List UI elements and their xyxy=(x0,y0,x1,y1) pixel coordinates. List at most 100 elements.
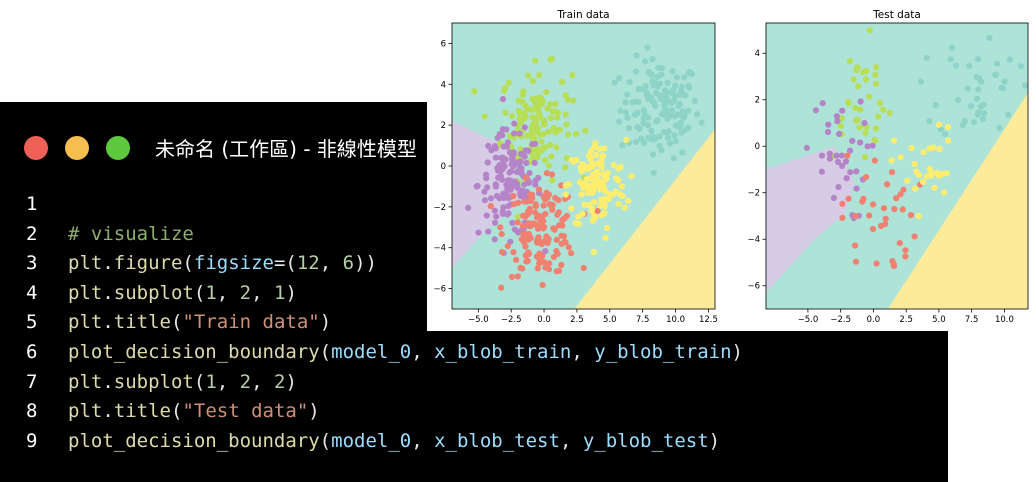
data-point xyxy=(568,250,575,257)
data-point xyxy=(504,139,511,146)
code-token: figsize xyxy=(193,252,274,275)
maximize-window-button[interactable] xyxy=(106,136,130,160)
data-point xyxy=(880,205,887,212)
data-point xyxy=(819,100,826,107)
data-point xyxy=(986,34,993,42)
data-point xyxy=(541,157,549,164)
data-point xyxy=(532,203,539,210)
data-point xyxy=(584,187,592,194)
data-point xyxy=(652,80,659,87)
data-point xyxy=(497,224,504,231)
code-token: , xyxy=(571,340,595,363)
data-point xyxy=(852,117,860,124)
data-point xyxy=(974,56,982,63)
code-line[interactable]: 7 plt.subplot(1, 2, 2) xyxy=(0,368,948,398)
data-point xyxy=(629,99,636,106)
data-point xyxy=(866,212,873,219)
code-token: , xyxy=(216,370,240,393)
data-point xyxy=(602,234,609,241)
data-point xyxy=(534,94,541,101)
decision-boundary-plots: Train data −5.0 −2.5 0.0 2.5 5.0 7.5 10.0 12.5 −6… xyxy=(433,9,1029,325)
code-line[interactable]: 8 plt.title("Test data") xyxy=(0,397,948,427)
data-point xyxy=(585,165,592,172)
data-point xyxy=(944,137,952,144)
code-text: plt.title("Train data") xyxy=(68,308,331,338)
close-window-button[interactable] xyxy=(24,136,48,160)
data-point xyxy=(830,194,837,202)
data-point xyxy=(622,109,629,116)
minimize-window-button[interactable] xyxy=(65,136,89,160)
data-point xyxy=(542,248,549,255)
data-point xyxy=(889,258,896,265)
code-token: 1 xyxy=(205,370,217,393)
code-text: plt.title("Test data") xyxy=(68,397,320,427)
data-point xyxy=(547,201,554,208)
code-token: 12 xyxy=(296,252,320,275)
code-token: 6 xyxy=(342,252,355,275)
data-point xyxy=(570,158,577,165)
code-line[interactable]: 3 plt.figure(figsize=(12, 6)) xyxy=(0,249,948,279)
data-point xyxy=(633,52,640,59)
data-point xyxy=(569,72,576,79)
y-tick-label: 0 xyxy=(755,142,760,152)
line-number: 1 xyxy=(26,193,38,215)
data-point xyxy=(554,114,561,121)
data-point xyxy=(536,250,543,257)
data-point xyxy=(531,135,538,142)
code-line[interactable]: 1 xyxy=(0,190,948,220)
data-point xyxy=(605,196,612,203)
code-token: "Train data" xyxy=(182,311,320,334)
data-point xyxy=(655,64,662,71)
data-point xyxy=(514,273,521,280)
plot-area xyxy=(766,23,1028,309)
data-point xyxy=(846,58,853,65)
data-point xyxy=(538,239,545,246)
data-point xyxy=(891,205,898,213)
code-line[interactable]: 2 # visualize xyxy=(0,220,948,250)
code-token: ( xyxy=(170,311,183,334)
data-point xyxy=(849,137,856,144)
data-point xyxy=(917,78,925,85)
code-token: 2 xyxy=(274,370,286,393)
data-point xyxy=(676,101,683,108)
data-point xyxy=(498,249,506,256)
data-point xyxy=(839,162,846,170)
data-point xyxy=(812,107,819,114)
data-point xyxy=(861,120,868,127)
data-point xyxy=(619,142,626,149)
data-point xyxy=(873,64,880,71)
code-line[interactable]: 4 plt.subplot(1, 2, 1) xyxy=(0,279,948,309)
data-point xyxy=(641,58,649,65)
data-point xyxy=(952,62,960,69)
code-area[interactable]: 1 2 # visualize 3 plt.figure(figsize=(12, 6)… xyxy=(0,190,948,456)
data-point xyxy=(596,185,603,192)
code-line[interactable]: 6 plot_decision_boundary(model_0, x_blob_… xyxy=(0,338,948,368)
data-point xyxy=(523,212,530,219)
data-point xyxy=(513,169,521,176)
data-point xyxy=(532,57,539,64)
data-point xyxy=(587,155,594,162)
code-token: plt xyxy=(68,400,103,423)
data-point xyxy=(516,130,523,137)
code-line[interactable]: 5 plt.title("Train data") xyxy=(0,308,948,338)
code-token: subplot xyxy=(113,370,194,393)
code-token: . xyxy=(102,370,114,393)
data-point xyxy=(483,171,490,178)
x-tick-label: 7.5 xyxy=(636,315,650,325)
code-token: ( xyxy=(170,400,183,423)
data-point xyxy=(560,233,568,240)
data-point xyxy=(534,265,541,272)
data-point xyxy=(666,140,673,147)
data-point xyxy=(487,195,495,202)
data-point xyxy=(648,127,655,134)
data-point xyxy=(516,162,523,169)
code-token: "Test data" xyxy=(182,400,309,423)
code-token: , xyxy=(251,281,274,304)
data-point xyxy=(563,121,570,128)
code-line[interactable]: 9 plot_decision_boundary(model_0, x_blob_… xyxy=(0,427,948,457)
y-tick-label: −4 xyxy=(433,244,446,254)
code-token: 2 xyxy=(239,281,252,304)
code-token: ( xyxy=(193,370,206,393)
data-point xyxy=(911,233,918,240)
data-point xyxy=(552,100,559,108)
